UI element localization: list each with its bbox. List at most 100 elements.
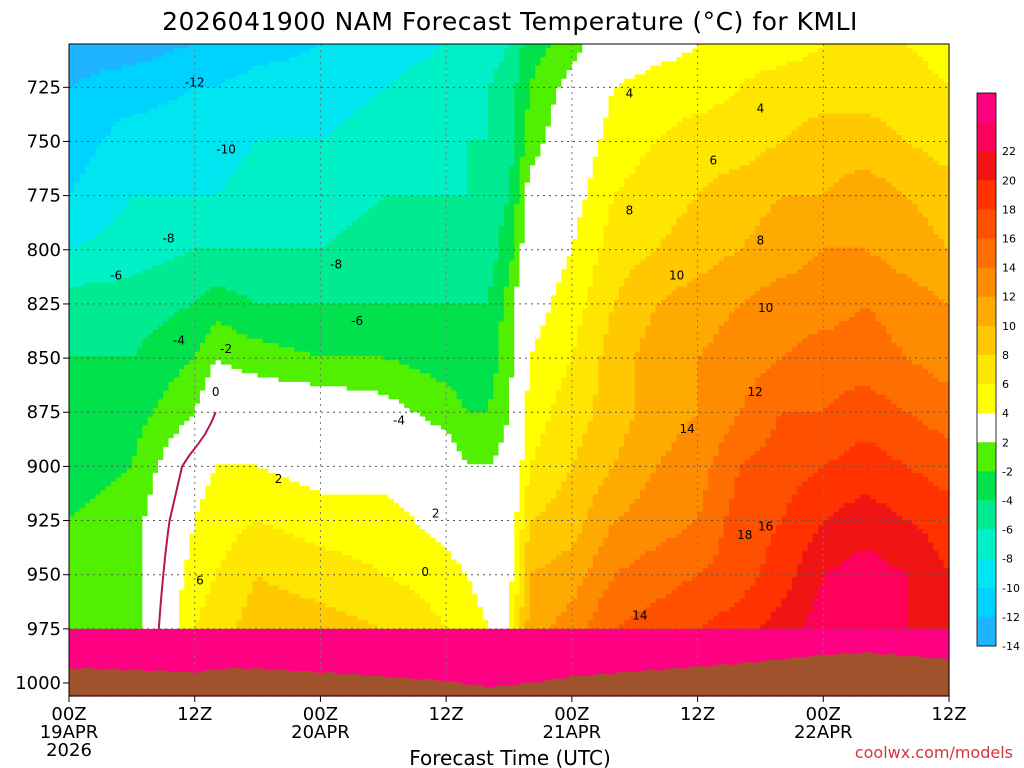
temperature-cell (425, 420, 432, 535)
temperature-cell (566, 364, 573, 474)
temperature-cell (666, 594, 672, 630)
temperature-cell (158, 104, 164, 197)
temperature-cell (294, 351, 301, 383)
temperature-cell (199, 607, 206, 630)
temperature-cell (660, 44, 667, 62)
temperature-cell (320, 44, 327, 140)
temperature-cell (231, 290, 238, 331)
source-credit: coolwx.com/models (855, 743, 1013, 762)
temperature-cell (713, 455, 720, 556)
temperature-cell (713, 44, 720, 106)
temperature-cell (571, 61, 578, 240)
temperature-cell (194, 87, 201, 197)
temperature-cell (158, 399, 164, 461)
temperature-cell (378, 91, 384, 201)
temperature-cell (262, 44, 269, 67)
temperature-cell (304, 628, 311, 697)
temperature-cell (110, 69, 117, 127)
temperature-cell (388, 498, 395, 578)
temperature-cell (110, 44, 117, 71)
temperature-cell (273, 44, 280, 62)
temperature-cell (535, 44, 542, 67)
temperature-cell (231, 173, 238, 249)
temperature-cell (388, 303, 395, 361)
temperature-cell (723, 44, 730, 101)
temperature-cell (383, 628, 390, 697)
temperature-cell (839, 563, 845, 630)
temperature-cell (482, 620, 489, 630)
temperature-cell (357, 494, 363, 561)
temperature-cell (315, 303, 322, 357)
temperature-cell (933, 550, 940, 630)
temperature-cell (922, 533, 929, 630)
temperature-cell (540, 325, 547, 435)
temperature-cell (776, 607, 782, 630)
temperature-cell (676, 44, 683, 58)
temperature-cell (681, 628, 688, 697)
temperature-cell (199, 44, 206, 88)
temperature-cell (257, 520, 264, 578)
temperature-cell (430, 52, 437, 197)
colorbar-label: 2 (1002, 436, 1009, 449)
temperature-cell (807, 334, 814, 413)
temperature-cell (435, 44, 442, 49)
temperature-cell (220, 186, 227, 249)
temperature-cell (629, 615, 636, 630)
temperature-cell (220, 628, 227, 697)
temperature-cell (378, 355, 384, 396)
temperature-cell (760, 69, 767, 153)
x-tick-label: 12Z (931, 704, 966, 725)
temperature-cell (252, 520, 259, 582)
temperature-cell (535, 338, 542, 448)
temperature-cell (901, 572, 908, 630)
temperature-cell (687, 117, 693, 205)
temperature-cell (320, 139, 327, 249)
temperature-cell (461, 459, 468, 574)
temperature-cell (121, 44, 128, 67)
temperature-cell (194, 195, 201, 249)
temperature-cell (629, 44, 636, 80)
temperature-cell (367, 624, 374, 630)
temperature-cell (320, 303, 327, 357)
temperature-cell (278, 61, 285, 140)
temperature-cell (488, 286, 494, 400)
temperature-cell (713, 628, 720, 697)
temperature-cell (524, 390, 531, 487)
temperature-cell (666, 628, 672, 697)
temperature-cell (807, 44, 814, 54)
colorbar-label: 22 (1002, 145, 1016, 158)
temperature-cell (603, 537, 610, 591)
temperature-cell (430, 303, 437, 379)
temperature-cell (226, 628, 232, 697)
temperature-cell (304, 44, 311, 54)
temperature-cell (163, 104, 170, 197)
temperature-cell (330, 494, 337, 552)
temperature-cell (456, 628, 463, 697)
temperature-cell (791, 44, 798, 62)
temperature-cell (304, 542, 311, 600)
temperature-cell (451, 44, 458, 197)
temperature-cell (173, 48, 180, 101)
temperature-cell (220, 82, 227, 188)
temperature-cell (179, 195, 185, 257)
contour-label: 6 (709, 153, 717, 167)
temperature-cell (215, 191, 222, 249)
temperature-cell (865, 169, 872, 253)
temperature-cell (461, 628, 468, 697)
temperature-cell (922, 44, 929, 62)
temperature-cell (456, 451, 463, 565)
temperature-cell (776, 360, 782, 418)
temperature-cell (781, 355, 788, 413)
temperature-cell (341, 555, 348, 613)
temperature-cell (823, 572, 830, 630)
temperature-cell (807, 477, 814, 543)
temperature-cell (257, 44, 264, 67)
temperature-cell (388, 44, 395, 84)
temperature-cell (446, 195, 452, 305)
temperature-cell (488, 44, 494, 84)
temperature-cell (346, 555, 353, 617)
temperature-cell (205, 247, 212, 292)
temperature-cell (734, 628, 741, 697)
colorbar-label: -4 (1002, 494, 1013, 507)
temperature-cell (262, 468, 269, 526)
